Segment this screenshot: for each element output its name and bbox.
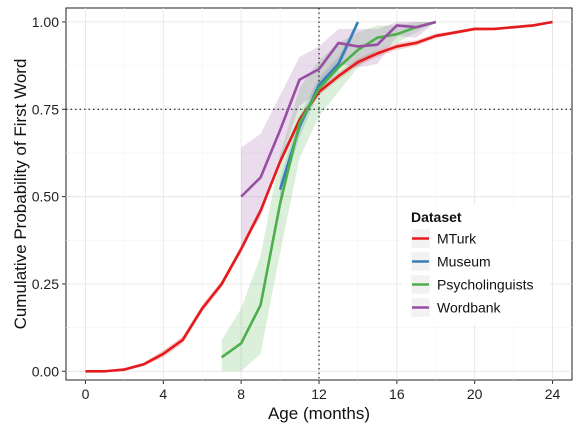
legend-item-psycholinguists: Psycholinguists: [410, 274, 534, 295]
axes: 0 4 8 12 16 20 24 0.00 0.25 0.50 0.75 1.00: [32, 14, 561, 402]
legend-title: Dataset: [411, 209, 462, 225]
y-tick-label: 0.50: [32, 189, 59, 205]
confidence-band-psycholinguists: [221, 21, 436, 372]
x-tick-label: 12: [311, 386, 327, 402]
legend-item-museum: Museum: [410, 251, 491, 272]
legend-label: Wordbank: [437, 300, 502, 316]
x-tick-label: 24: [545, 386, 561, 402]
confidence-band-wordbank: [241, 21, 436, 246]
legend-label: MTurk: [437, 231, 477, 247]
series-line-wordbank: [240, 20, 437, 198]
legend: Dataset MTurk Museum Psycholinguists Wordba…: [402, 205, 550, 325]
legend-item-mturk: MTurk: [410, 228, 477, 249]
series-lines: [85, 20, 553, 373]
x-tick-label: 0: [82, 386, 90, 402]
y-tick-label: 0.25: [32, 276, 59, 292]
legend-items: MTurk Museum Psycholinguists Wordbank: [410, 228, 534, 318]
x-tick-label: 20: [467, 386, 483, 402]
x-tick-label: 8: [237, 386, 245, 402]
y-tick-label: 1.00: [32, 14, 59, 30]
reference-lines: [66, 8, 572, 380]
legend-item-wordbank: Wordbank: [410, 297, 502, 318]
series-line-psycholinguists: [220, 20, 437, 359]
y-tick-label: 0.00: [32, 363, 59, 379]
y-tick-label: 0.75: [32, 101, 59, 117]
x-tick-label: 16: [389, 386, 405, 402]
x-tick-label: 4: [159, 386, 167, 402]
series-line-mturk: [85, 20, 553, 373]
legend-label: Museum: [437, 254, 491, 270]
x-axis-title: Age (months): [268, 404, 370, 423]
legend-label: Psycholinguists: [437, 277, 534, 293]
y-axis-title: Cumulative Probability of First Word: [11, 59, 30, 330]
